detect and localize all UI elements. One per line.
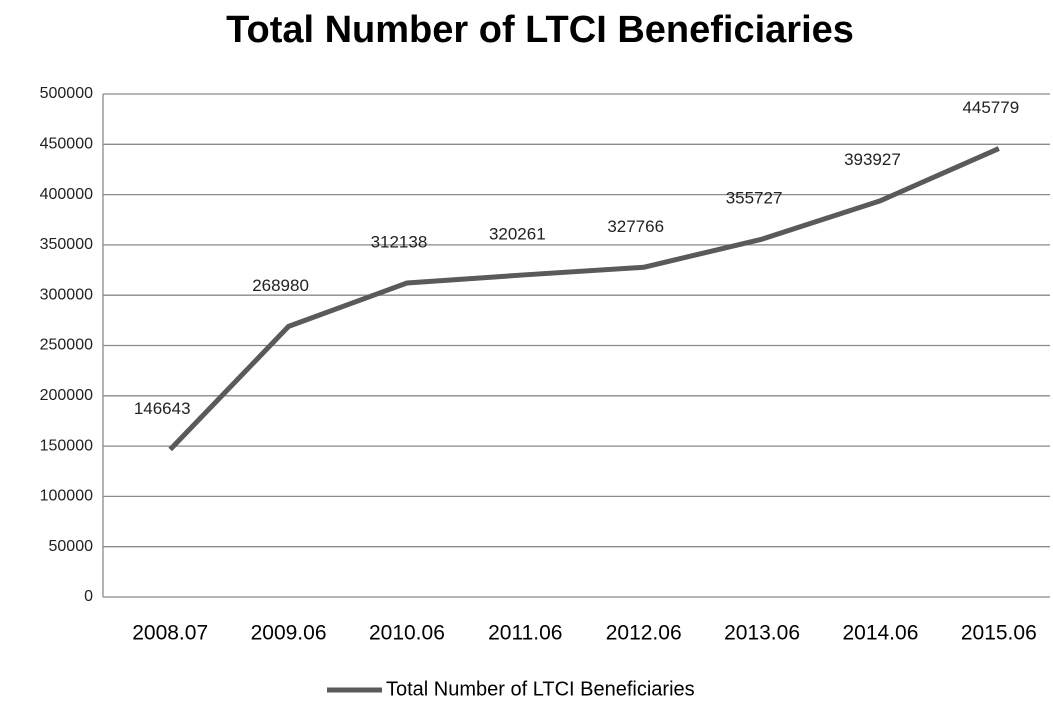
data-label: 355727: [726, 189, 783, 208]
x-tick-label: 2011.06: [488, 622, 562, 645]
data-label: 445779: [962, 98, 1019, 117]
x-tick-label: 2012.06: [606, 622, 682, 645]
data-label: 320261: [489, 224, 546, 243]
y-tick-label: 400000: [40, 186, 93, 203]
chart-title: Total Number of LTCI Beneficiaries: [226, 9, 854, 51]
y-tick-label: 350000: [40, 236, 93, 253]
x-tick-label: 2015.06: [961, 622, 1037, 645]
line: [168, 146, 1000, 452]
y-tick-label: 300000: [40, 286, 93, 303]
x-tick-label: 2013.06: [724, 622, 800, 645]
y-tick-label: 250000: [40, 337, 93, 354]
y-tick-label: 150000: [40, 437, 93, 454]
x-tick-label: 2010.06: [369, 622, 445, 645]
legend-label: Total Number of LTCI Beneficiaries: [386, 678, 695, 700]
x-tick-label: 2008.07: [132, 622, 208, 645]
data-label: 146643: [134, 399, 191, 418]
y-tick-label: 50000: [49, 538, 94, 555]
y-tick-label: 0: [84, 588, 93, 605]
data-label: 268980: [252, 276, 309, 295]
data-label: 312138: [371, 232, 428, 251]
y-tick-label: 500000: [40, 85, 93, 102]
y-tick-label: 100000: [40, 488, 93, 505]
y-tick-label: 200000: [40, 387, 93, 404]
y-tick-label: 450000: [40, 136, 93, 153]
x-tick-label: 2014.06: [842, 622, 918, 645]
data-label: 393927: [844, 150, 901, 169]
data-label: 327766: [607, 217, 664, 236]
x-tick-label: 2009.06: [251, 622, 327, 645]
